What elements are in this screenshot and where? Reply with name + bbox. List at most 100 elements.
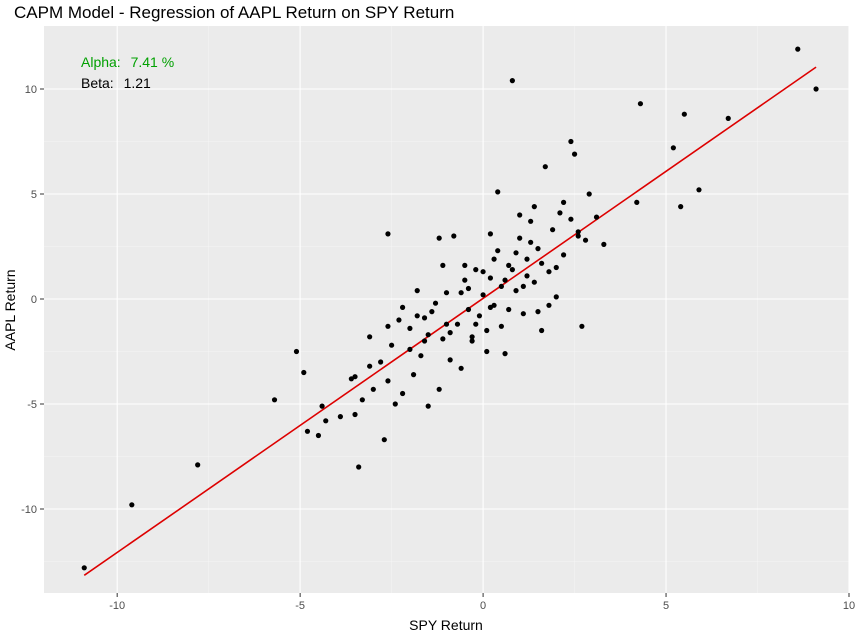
data-point (458, 365, 464, 371)
data-point (356, 464, 362, 470)
y-tick-label: 0 (31, 294, 37, 306)
data-point (385, 231, 391, 237)
data-point (498, 283, 504, 289)
data-point (378, 359, 384, 365)
beta-value: 1.21 (124, 75, 151, 91)
beta-label: Beta: (81, 75, 114, 91)
data-point (315, 432, 322, 439)
data-point (637, 101, 644, 107)
y-tick-label: -5 (27, 399, 37, 411)
data-point (436, 386, 442, 392)
data-point (473, 321, 479, 327)
data-point (451, 233, 457, 239)
data-point (462, 262, 468, 268)
y-axis-ticks: -10 -5 0 5 10 (21, 84, 44, 516)
data-point (440, 336, 446, 342)
data-point (586, 191, 592, 197)
data-point (454, 321, 461, 327)
data-point (465, 285, 472, 292)
data-point (546, 302, 552, 308)
data-point (469, 334, 475, 340)
data-point (498, 323, 504, 329)
data-point (795, 46, 801, 52)
data-points (81, 46, 819, 571)
alpha-label: Alpha: (81, 54, 121, 70)
data-point (440, 262, 446, 268)
alpha-value: 7.41 % (131, 54, 175, 70)
data-point (447, 330, 453, 336)
data-point (337, 414, 343, 420)
data-point (271, 397, 278, 403)
data-point (517, 212, 523, 218)
x-tick-label: 10 (843, 600, 855, 612)
data-point (539, 327, 545, 334)
data-point (582, 237, 589, 243)
data-point (513, 250, 519, 256)
data-point (301, 369, 307, 376)
data-point (634, 199, 640, 205)
data-point (681, 111, 687, 117)
data-point (560, 252, 567, 258)
data-point (418, 353, 424, 359)
y-axis-title: AAPL Return (2, 269, 18, 350)
data-point (359, 397, 365, 403)
grid-lines (44, 26, 850, 593)
data-point (319, 403, 325, 409)
y-tick-label: -10 (21, 504, 37, 516)
data-point (436, 235, 442, 241)
data-point (389, 342, 395, 348)
data-point (542, 164, 548, 170)
data-point (524, 256, 530, 262)
data-point (399, 304, 406, 310)
data-point (575, 229, 581, 235)
data-point (568, 138, 574, 145)
data-point (367, 363, 373, 369)
data-point (385, 378, 391, 384)
data-point (352, 411, 358, 418)
data-point (517, 235, 523, 241)
data-point (528, 239, 534, 245)
data-point (447, 357, 453, 363)
data-point (367, 334, 373, 340)
data-point (560, 199, 567, 205)
data-point (568, 216, 574, 222)
data-point (557, 210, 563, 216)
data-point (506, 306, 512, 313)
alpha-annotation: Alpha: 7.41 % (81, 54, 174, 70)
x-axis-ticks: -10 -5 0 5 10 (109, 593, 855, 612)
plot-panel (44, 26, 849, 593)
data-point (487, 231, 494, 237)
data-point (524, 273, 530, 279)
data-point (129, 502, 135, 508)
data-point (813, 86, 819, 92)
data-point (392, 401, 398, 407)
data-point (553, 264, 559, 271)
data-point (593, 214, 600, 220)
data-point (575, 233, 581, 239)
data-point (443, 321, 450, 327)
data-point (513, 288, 519, 294)
x-tick-label: 5 (663, 600, 669, 612)
data-point (696, 187, 702, 193)
data-point (407, 346, 413, 352)
data-point (473, 267, 479, 273)
data-point (502, 351, 508, 357)
data-point (539, 260, 545, 266)
data-point (293, 348, 300, 355)
data-point (304, 428, 311, 434)
data-point (421, 315, 428, 321)
data-point (487, 304, 494, 310)
beta-annotation: Beta: 1.21 (81, 75, 151, 91)
data-point (458, 290, 464, 296)
y-tick-label: 10 (25, 84, 37, 96)
data-point (407, 325, 413, 331)
data-point (414, 288, 420, 294)
x-tick-label: -10 (109, 600, 125, 612)
data-point (531, 204, 537, 210)
data-point (546, 269, 552, 275)
data-point (506, 262, 512, 268)
regression-line-group (83, 66, 817, 576)
data-point (579, 323, 585, 329)
data-point (352, 374, 358, 380)
